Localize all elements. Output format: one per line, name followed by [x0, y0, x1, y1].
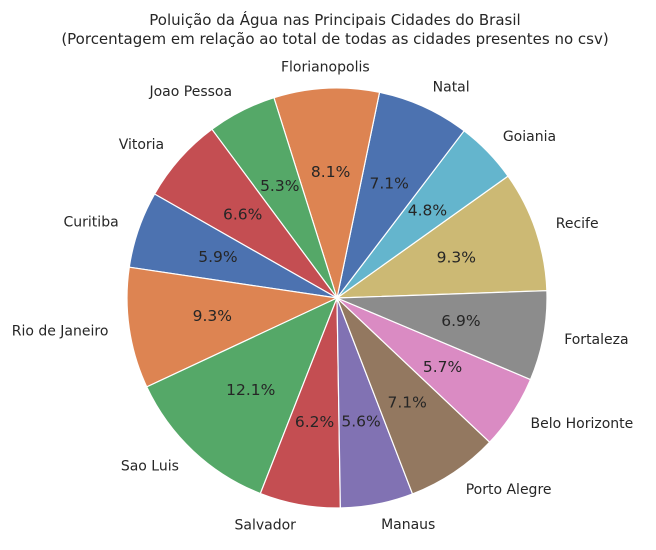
slice-pct-joao-pessoa: 5.3%: [260, 177, 299, 195]
slice-label-salvador: Salvador: [234, 517, 296, 533]
slice-label-manaus: Manaus: [381, 517, 435, 533]
slice-label-florianopolis: Florianopolis: [281, 59, 370, 75]
slice-pct-sao-luis: 12.1%: [226, 381, 275, 399]
slice-label-joao-pessoa: Joao Pessoa: [148, 84, 232, 100]
slice-label-natal: Natal: [433, 80, 470, 96]
slice-pct-vitoria: 6.6%: [223, 205, 262, 223]
slice-pct-natal: 7.1%: [369, 174, 408, 192]
pie-labels: Recife 9.3% Goiania 4.8% Natal 7.1% Florianopo…: [12, 59, 634, 533]
slice-pct-curitiba: 5.9%: [198, 248, 237, 266]
slice-label-porto-alegre: Porto Alegre: [466, 482, 552, 498]
slice-pct-goiania: 4.8%: [408, 201, 447, 219]
slice-pct-recife: 9.3%: [437, 249, 476, 267]
slice-pct-rio-de-janeiro: 9.3%: [193, 307, 232, 325]
chart-subtitle: (Porcentagem em relação ao total de toda…: [61, 30, 608, 48]
pie-slice-rio-de-janeiro: [126, 266, 338, 388]
slice-pct-florianopolis: 8.1%: [311, 163, 350, 181]
pie-slices: [126, 87, 548, 509]
slice-pct-belo-horizonte: 5.7%: [423, 358, 462, 376]
pie-slice-florianopolis: [273, 87, 381, 299]
slice-label-curitiba: Curitiba: [64, 215, 119, 231]
slice-label-fortaleza: Fortaleza: [564, 332, 628, 348]
pie-slice-sao-luis: [146, 297, 338, 495]
slice-pct-salvador: 6.2%: [295, 413, 334, 431]
slice-label-rio-de-janeiro: Rio de Janeiro: [12, 323, 109, 339]
slice-label-belo-horizonte: Belo Horizonte: [531, 416, 634, 432]
slice-label-vitoria: Vitoria: [119, 137, 164, 153]
slice-pct-manaus: 5.6%: [341, 413, 380, 431]
slice-pct-porto-alegre: 7.1%: [388, 394, 427, 412]
pie-slice-fortaleza: [336, 290, 548, 381]
slice-label-goiania: Goiania: [503, 129, 556, 145]
pie-slice-recife: [336, 175, 548, 299]
slice-label-sao-luis: Sao Luis: [121, 458, 179, 474]
chart-title: Poluição da Água nas Principais Cidades …: [149, 10, 520, 29]
slice-label-recife: Recife: [556, 216, 599, 232]
slice-pct-fortaleza: 6.9%: [441, 312, 480, 330]
